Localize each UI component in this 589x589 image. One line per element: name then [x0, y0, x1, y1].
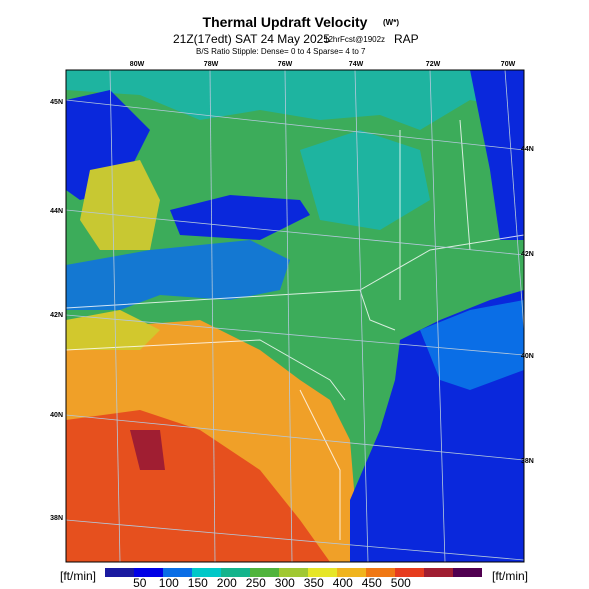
region: [66, 310, 160, 350]
lon-label: 74W: [349, 61, 364, 68]
colorbar-label: 50: [133, 576, 147, 589]
map-frame: [65, 69, 525, 563]
model: RAP: [394, 32, 419, 46]
colorbar-swatch: [453, 568, 482, 577]
colorbar-swatch: [279, 568, 308, 577]
lat-label: 42N: [521, 251, 534, 258]
colorbar-swatch: [221, 568, 250, 577]
meridian: [429, 70, 446, 562]
hot-region: [66, 410, 330, 562]
state-border: [66, 234, 524, 309]
lat-label: 42N: [50, 312, 63, 319]
meridian: [504, 70, 524, 331]
colorbar-label: 200: [217, 576, 237, 589]
colorbar-label: 400: [333, 576, 353, 589]
lon-label: 76W: [278, 61, 293, 68]
lake-ontario: [170, 195, 310, 240]
colorbar-swatch: [134, 568, 163, 577]
lat-label: 44N: [50, 208, 63, 215]
colorbar-unit: [ft/min]: [492, 569, 528, 583]
colorbar-swatch: [395, 568, 424, 577]
colorbar-swatch: [105, 568, 134, 577]
coastal-water: [420, 300, 524, 390]
parallel: [66, 99, 524, 151]
lon-label: 70W: [501, 61, 516, 68]
colorbar-label: 450: [362, 576, 382, 589]
forecast: 12hrFcst@1902z: [324, 35, 385, 44]
parallel: [66, 314, 524, 356]
lat-label: 40N: [50, 412, 63, 419]
colorbar-label: 300: [275, 576, 295, 589]
state-border: [399, 119, 471, 300]
meridian: [284, 70, 293, 562]
colorbar: 50 100 150 200 250 300 350 400 450 500 [ft/min] [ft…: [60, 568, 528, 589]
colorbar-swatch: [250, 568, 279, 577]
stipple-note: B/S Ratio Stipple: Dense= 0 to 4 Sparse=…: [196, 47, 366, 56]
colorbar-swatch: [163, 568, 192, 577]
colorbar-swatch: [366, 568, 395, 577]
colorbar-label: 350: [304, 576, 324, 589]
state-border: [299, 389, 341, 540]
lake-huron: [66, 90, 150, 200]
map-labels: 80W 78W 76W 74W 72W 70W 45N 44N 42N 40N 38N 44N 42N 4…: [50, 61, 534, 522]
colorbar-label: 250: [246, 576, 266, 589]
region: [66, 70, 524, 130]
colorbar-swatch: [424, 568, 453, 577]
ocean-north: [470, 70, 524, 240]
title-tag: (W*): [383, 18, 399, 27]
region: [80, 160, 160, 250]
parallel: [66, 519, 524, 561]
meridian: [109, 70, 121, 562]
lat-label: 45N: [50, 99, 63, 106]
lat-label: 40N: [521, 353, 534, 360]
lat-label: 44N: [521, 146, 534, 153]
colorbar-label: 150: [188, 576, 208, 589]
lake-erie: [66, 240, 290, 310]
colorbar-swatch: [308, 568, 337, 577]
lat-label: 38N: [50, 515, 63, 522]
map: [65, 69, 525, 563]
lon-label: 78W: [204, 61, 219, 68]
meridian: [209, 70, 216, 562]
parallel: [66, 414, 524, 461]
state-border: [66, 339, 346, 401]
lat-label: 38N: [521, 458, 534, 465]
colorbar-label: 500: [391, 576, 411, 589]
lon-label: 80W: [130, 61, 145, 68]
colorbar-swatch: [192, 568, 221, 577]
colorbar-swatch: [337, 568, 366, 577]
title: Thermal Updraft Velocity: [203, 14, 368, 30]
region: [300, 130, 430, 230]
lon-label: 72W: [426, 61, 441, 68]
colorbar-label: 100: [159, 576, 179, 589]
parallel: [66, 209, 524, 256]
colorbar-unit: [ft/min]: [60, 569, 96, 583]
valid-time: 21Z(17edt) SAT 24 May 2025: [173, 32, 330, 46]
meridian: [354, 70, 369, 562]
state-border: [359, 289, 396, 331]
hot-core: [130, 430, 165, 470]
